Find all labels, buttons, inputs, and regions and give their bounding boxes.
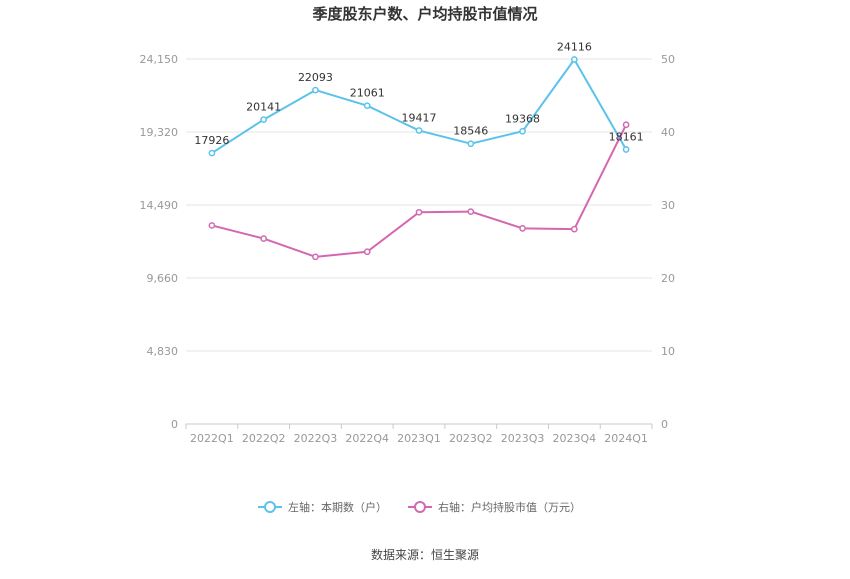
x-axis-tick-label: 2023Q1	[397, 432, 441, 445]
legend-item-1[interactable]: 右轴：户均持股市值（万元）	[408, 500, 581, 514]
data-point[interactable]	[467, 208, 475, 215]
data-point[interactable]	[415, 127, 423, 134]
data-source: 数据来源：恒生聚源	[371, 547, 479, 562]
left-axis-ticks: 0 4,830 9,660 14,490 19,320 24,150	[140, 53, 179, 431]
data-label: 22093	[298, 71, 333, 84]
data-point[interactable]	[208, 222, 216, 229]
data-point[interactable]	[363, 248, 371, 256]
legend-label: 右轴：户均持股市值（万元）	[438, 500, 581, 514]
data-label: 19368	[505, 112, 540, 125]
data-labels: 17926 20141 22093 21061 19417 18546 19368 24116…	[194, 41, 643, 148]
x-axis-tick-label: 2023Q4	[553, 432, 597, 445]
data-point[interactable]	[363, 102, 371, 110]
chart-title: 季度股东户数、户均持股市值情况	[312, 5, 537, 23]
data-label: 18546	[453, 125, 488, 138]
left-axis-tick-label: 4,830	[147, 345, 179, 358]
legend-marker	[264, 501, 276, 513]
data-point[interactable]	[260, 235, 268, 242]
x-axis-tick-label: 2022Q2	[242, 432, 286, 445]
data-point[interactable]	[467, 140, 475, 148]
data-label: 19417	[402, 112, 437, 125]
data-point[interactable]	[312, 253, 319, 261]
data-label: 17926	[194, 134, 229, 147]
legend-label: 左轴：本期数（户）	[288, 500, 387, 514]
data-label: 21061	[350, 87, 385, 100]
left-axis-tick-label: 0	[171, 418, 178, 431]
data-point[interactable]	[570, 225, 578, 233]
data-point[interactable]	[260, 116, 268, 123]
legend[interactable]: 左轴：本期数（户） 右轴：户均持股市值（万元）	[258, 500, 581, 514]
data-point[interactable]	[570, 56, 578, 63]
data-point[interactable]	[312, 86, 319, 94]
data-point[interactable]	[622, 121, 630, 129]
right-axis-tick-label: 0	[661, 418, 668, 431]
data-point[interactable]	[415, 208, 423, 216]
right-axis-tick-label: 30	[661, 199, 675, 212]
x-axis-tick-label: 2023Q2	[449, 432, 493, 445]
x-axis-tick-label: 2022Q3	[294, 432, 338, 445]
left-axis-tick-label: 9,660	[147, 272, 179, 285]
data-label: 20141	[246, 101, 281, 114]
data-point[interactable]	[208, 149, 216, 157]
right-axis-tick-label: 20	[661, 272, 675, 285]
legend-item-0[interactable]: 左轴：本期数（户）	[258, 500, 387, 514]
right-axis-tick-label: 40	[661, 126, 675, 139]
x-axis-tick-label: 2022Q1	[190, 432, 234, 445]
data-point[interactable]	[519, 127, 526, 135]
left-axis-tick-label: 14,490	[140, 199, 179, 212]
data-point[interactable]	[519, 225, 526, 232]
series-layer	[208, 56, 630, 261]
right-axis-tick-label: 10	[661, 345, 675, 358]
data-label: 18161	[609, 131, 644, 144]
x-axis-tick-label: 2024Q1	[604, 432, 648, 445]
x-axis-tick-label: 2023Q3	[501, 432, 545, 445]
data-point[interactable]	[622, 146, 630, 153]
left-axis-tick-label: 19,320	[140, 126, 179, 139]
data-label: 24116	[557, 41, 592, 54]
legend-marker	[414, 501, 426, 513]
right-axis-ticks: 0 10 20 30 40 50	[661, 53, 675, 431]
right-axis-tick-label: 50	[661, 53, 675, 66]
series-line-1	[211, 124, 628, 258]
left-axis-tick-label: 24,150	[140, 53, 179, 66]
x-axis-ticks: 2022Q1 2022Q2 2022Q3 2022Q4 2023Q1 2023Q2 2023…	[185, 424, 653, 445]
x-axis-tick-label: 2022Q4	[345, 432, 389, 445]
